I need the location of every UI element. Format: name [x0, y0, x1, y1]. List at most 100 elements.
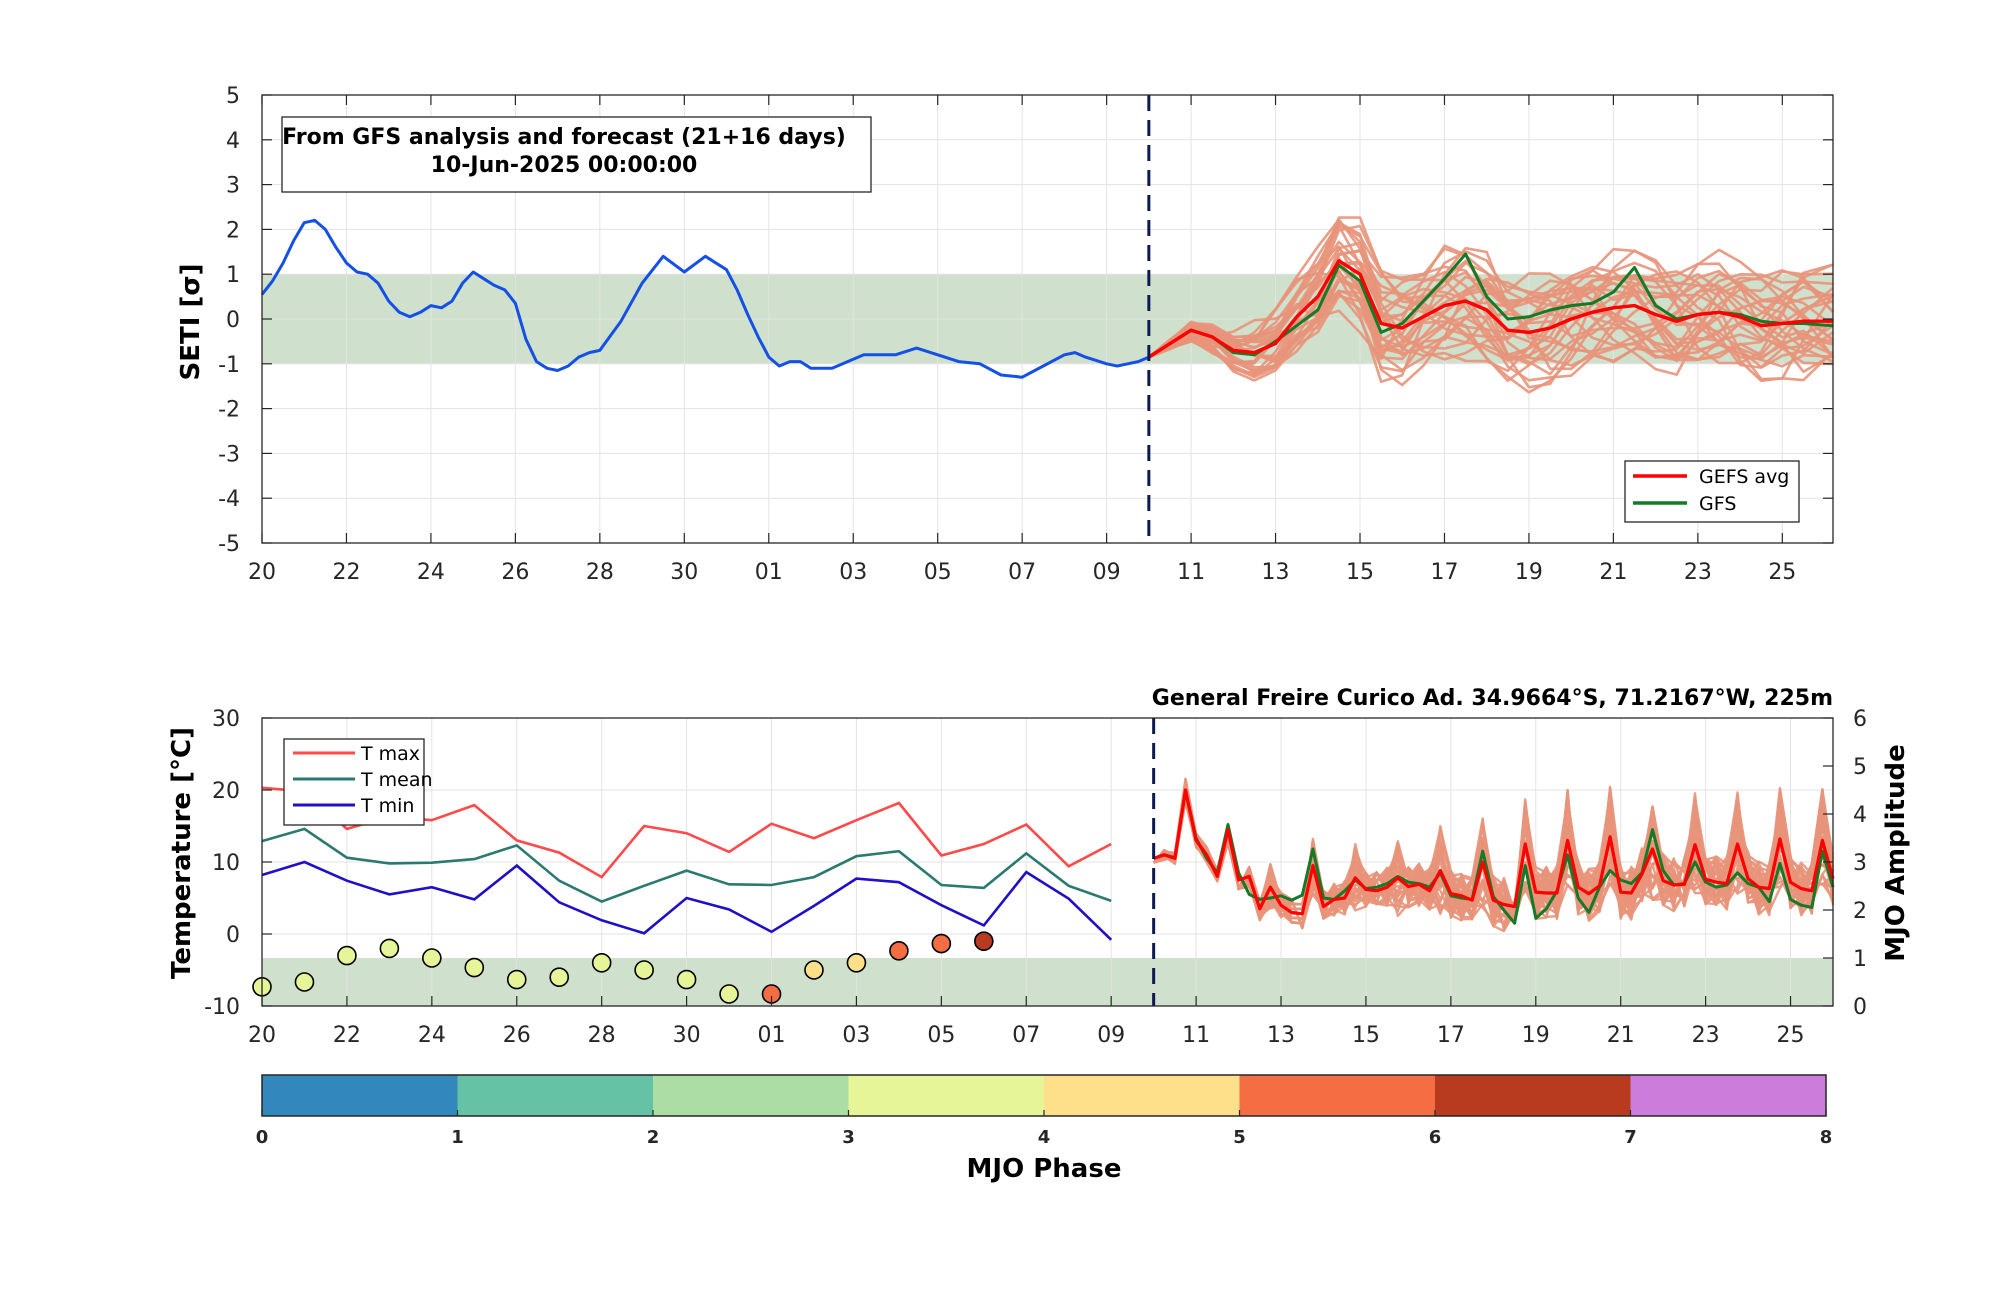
seti-xtick-label: 17 [1430, 560, 1458, 585]
temperature-legend: T max T mean T min [283, 738, 433, 826]
mjo-amplitude-point [294, 972, 315, 992]
seti-xtick-label: 19 [1515, 560, 1543, 585]
seti-xtick-label: 23 [1684, 560, 1712, 585]
mjo-amplitude-point [846, 952, 867, 973]
colorbar-segment-phase-7 [1435, 1075, 1631, 1116]
colorbar-tick-label: 5 [1233, 1127, 1246, 1148]
temperature-lines [261, 786, 1835, 941]
colorbar-tick-label: 8 [1820, 1127, 1833, 1148]
ensemble-member-line [1152, 787, 1835, 927]
seti-xtick-label: 09 [1093, 560, 1121, 585]
seti-ytick-label: -2 [218, 398, 240, 423]
seti-xtick-label: 24 [417, 560, 445, 585]
t-mean-line [261, 827, 1112, 904]
temperature-xtick-label: 24 [418, 1023, 446, 1048]
temperature-xtick-label: 28 [588, 1023, 616, 1048]
temperature-xtick-label: 09 [1097, 1023, 1125, 1048]
ensemble-member-line [1148, 284, 1834, 369]
seti-xtick-label: 20 [248, 560, 276, 585]
info-date: 10-Jun-2025 00:00:00 [431, 153, 698, 178]
seti-lines [260, 218, 1834, 379]
mjo-amplitude-point [379, 938, 400, 959]
mjo-amplitude-point [719, 984, 739, 1004]
mjo-phase-colorbar: 0 1 2 3 4 5 6 7 8 MJO Phase [256, 1074, 1833, 1184]
mjo-ytick-label: 0 [1853, 995, 1867, 1020]
seti-xtick-label: 11 [1177, 560, 1205, 585]
seti-ytick-label: -4 [218, 487, 240, 512]
temperature-xtick-label: 21 [1607, 1023, 1635, 1048]
temperature-ytick-label: -10 [204, 995, 240, 1020]
seti-xtick-label: 13 [1262, 560, 1290, 585]
mjo-ytick-label: 2 [1853, 899, 1867, 924]
seti-xtick-label: 03 [839, 560, 867, 585]
seti-axis-label: SETI [σ] [176, 264, 206, 381]
temperature-xtick-label: 20 [248, 1023, 276, 1048]
gefs-avg-temperature-line [1153, 788, 1835, 916]
colorbar-segments [262, 1075, 1827, 1116]
temperature-xtick-label: 19 [1522, 1023, 1550, 1048]
colorbar-segment-phase-8 [1630, 1075, 1827, 1116]
seti-ytick-label: 5 [226, 84, 240, 109]
seti-xtick-label: 26 [501, 560, 529, 585]
seti-legend: GEFS avg GFS [1624, 460, 1800, 523]
seti-ytick-label: 4 [226, 129, 240, 154]
mjo-amplitude-point [506, 969, 527, 990]
seti-panel: 20 22 24 26 28 30 01 03 05 07 09 11 13 15 17 19 21 23 25-5… [176, 84, 1835, 585]
ensemble-member-line [1148, 279, 1834, 359]
seti-xtick-label: 30 [670, 560, 698, 585]
temperature-xtick-label: 11 [1182, 1023, 1210, 1048]
seti-ytick-label: 2 [226, 218, 240, 243]
seti-ytick-label: 3 [226, 174, 240, 199]
temperature-xtick-label: 22 [333, 1023, 361, 1048]
mjo-amplitude-point [676, 969, 697, 990]
ensemble-member-line [1148, 219, 1835, 375]
station-title: General Freire Curico Ad. 34.9664°S, 71.… [1152, 686, 1833, 711]
seti-ytick-label: 0 [226, 308, 240, 333]
temperature-ytick-label: 0 [226, 923, 240, 948]
colorbar-segment-phase-1 [262, 1075, 458, 1116]
temperature-xtick-label: 23 [1692, 1023, 1720, 1048]
temperature-ensemble-members [1152, 777, 1835, 933]
seti-xtick-label: 25 [1768, 560, 1796, 585]
legend-tmax-label: T max [360, 743, 420, 765]
seti-xtick-label: 28 [586, 560, 614, 585]
temperature-ytick-label: 20 [212, 779, 240, 804]
colorbar-tick-label: 6 [1429, 1127, 1442, 1148]
temperature-xtick-label: 01 [758, 1023, 786, 1048]
mjo-ytick-label: 6 [1853, 707, 1867, 732]
temperature-panel: 20 22 24 26 28 30 01 03 05 07 09 11 13 15 17 19 21 23 25-1… [167, 686, 1911, 1048]
mjo-amplitude-point [804, 960, 824, 980]
mjo-markers [252, 931, 994, 1004]
mjo-amplitude-point [464, 957, 485, 978]
ensemble-member-line [1148, 249, 1834, 379]
colorbar-tick-label: 0 [256, 1127, 269, 1148]
mjo-ytick-label: 3 [1853, 851, 1867, 876]
colorbar-segment-phase-2 [457, 1075, 654, 1116]
ensemble-member-line [1148, 218, 1834, 383]
colorbar-label: MJO Phase [967, 1154, 1122, 1184]
temperature-xtick-label: 13 [1267, 1023, 1295, 1048]
seti-xtick-label: 01 [755, 560, 783, 585]
colorbar-segment-phase-3 [653, 1075, 849, 1116]
mjo-ytick-label: 5 [1853, 755, 1867, 780]
seti-xtick-label: 21 [1599, 560, 1627, 585]
seti-xtick-label: 07 [1008, 560, 1036, 585]
ensemble-member-line [1148, 257, 1834, 359]
temperature-xtick-label: 26 [503, 1023, 531, 1048]
temperature-ticks: 20 22 24 26 28 30 01 03 05 07 09 11 13 15 17 19 21 23 25-1… [204, 707, 1867, 1048]
colorbar-tick-label: 4 [1038, 1127, 1051, 1148]
mjo-ytick-label: 4 [1853, 803, 1867, 828]
colorbar-segment-phase-4 [848, 1075, 1045, 1116]
colorbar-tick-label: 1 [451, 1127, 464, 1148]
temperature-axis-label: Temperature [°C] [167, 727, 197, 979]
colorbar-tick-label: 3 [842, 1127, 855, 1148]
mjo-amplitude-point [974, 931, 994, 952]
mjo-amplitude-point [634, 960, 654, 980]
colorbar-ticks: 0 1 2 3 4 5 6 7 8 [256, 1110, 1833, 1148]
temperature-ytick-label: 10 [212, 851, 240, 876]
temperature-xtick-label: 03 [842, 1023, 870, 1048]
seti-ytick-label: -1 [218, 353, 240, 378]
temperature-ytick-label: 30 [212, 707, 240, 732]
legend-tmin-label: T min [360, 795, 414, 817]
